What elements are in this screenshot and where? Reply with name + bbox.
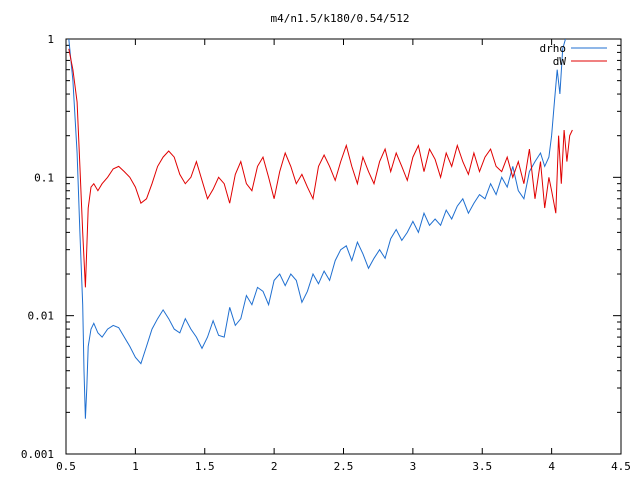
series-line-dw xyxy=(68,48,573,288)
x-tick-label: 1 xyxy=(132,460,139,473)
axis-ticks xyxy=(65,38,622,455)
axis-tick-labels: 0.5 1 1.5 2 2.5 3 3.5 4 4.5 1 0.1 0.01 0.001 xyxy=(21,33,631,473)
x-tick-label: 1.5 xyxy=(195,460,215,473)
x-tick-label: 4.5 xyxy=(611,460,631,473)
x-tick-label: 3.5 xyxy=(472,460,492,473)
y-tick-label: 0.01 xyxy=(28,310,55,323)
legend-label: drho xyxy=(540,42,567,55)
y-tick-label: 0.001 xyxy=(21,448,54,461)
x-tick-label: 3 xyxy=(410,460,417,473)
series-line-drho xyxy=(68,39,567,419)
y-tick-label: 1 xyxy=(47,33,54,46)
plot-frame xyxy=(65,38,622,455)
x-tick-label: 2.5 xyxy=(334,460,354,473)
x-tick-label: 2 xyxy=(271,460,278,473)
series-layer xyxy=(68,39,573,419)
y-tick-label: 0.1 xyxy=(34,171,54,184)
x-tick-label: 4 xyxy=(548,460,555,473)
chart-title: m4/n1.5/k180/0.54/512 xyxy=(270,12,409,25)
x-tick-label: 0.5 xyxy=(56,460,76,473)
legend-label: dW xyxy=(553,55,567,68)
